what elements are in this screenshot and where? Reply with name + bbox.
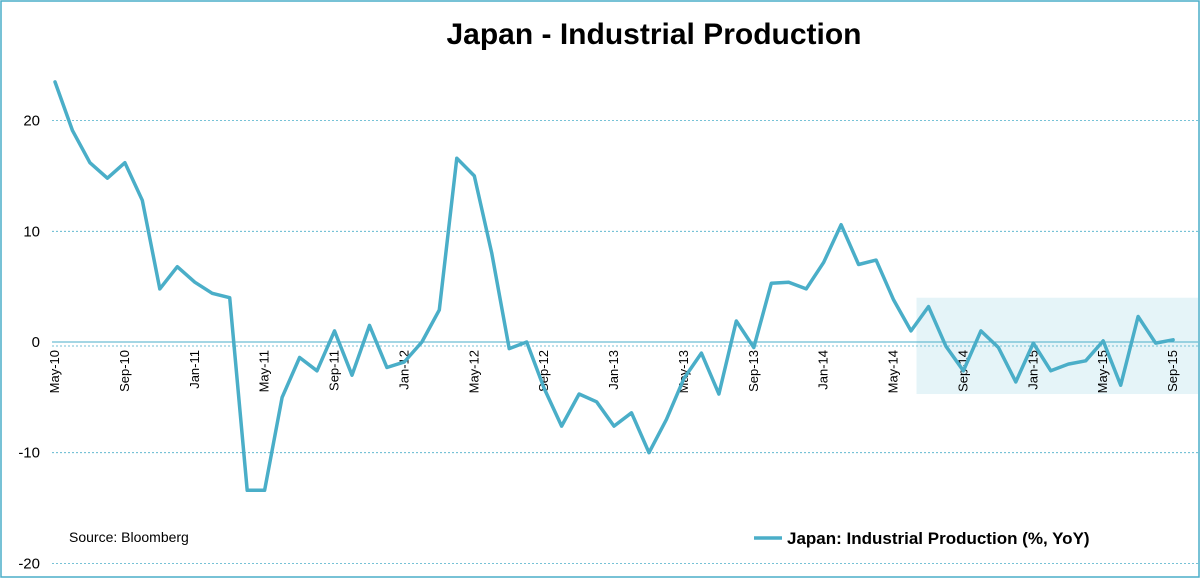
x-tick-label: Jan-13 (606, 350, 621, 390)
x-tick-label: Jan-11 (187, 350, 202, 389)
legend: Japan: Industrial Production (%, YoY) (754, 529, 1090, 548)
y-axis-ticks: 20 10 0 -10 -20 (18, 113, 40, 573)
x-tick-label: May-14 (886, 350, 901, 393)
chart-title: Japan - Industrial Production (446, 18, 861, 51)
x-axis-ticks: May-10 Sep-10 Jan-11 May-11 Sep-11 Jan-12 May-… (47, 350, 1180, 393)
legend-label: Japan: Industrial Production (%, YoY) (787, 529, 1090, 548)
y-tick-label: -10 (18, 445, 40, 462)
y-tick-label: 10 (23, 223, 40, 240)
x-tick-label: May-13 (676, 350, 691, 393)
source-note: Source: Bloomberg (69, 529, 189, 545)
grid-lines (52, 120, 1198, 564)
x-tick-label: Jan-15 (1025, 350, 1040, 390)
x-tick-label: Jan-14 (816, 350, 831, 390)
x-tick-label: May-12 (466, 350, 481, 393)
x-tick-label: May-10 (47, 350, 62, 393)
plot-area: 20 10 0 -10 -20 May-10 Sep-10 Jan-11 May-11 Sep-… (18, 80, 1198, 573)
x-tick-label: May-15 (1095, 350, 1110, 393)
x-tick-label: Sep-11 (327, 350, 342, 391)
y-tick-label: 20 (23, 113, 40, 130)
y-tick-label: 0 (32, 334, 40, 351)
x-tick-label: May-11 (257, 350, 272, 392)
series-line-industrial-production (53, 80, 1175, 493)
x-tick-label: Sep-15 (1165, 350, 1180, 392)
y-tick-label: -20 (18, 555, 40, 572)
x-tick-label: Sep-10 (117, 350, 132, 392)
x-tick-label: Sep-13 (746, 350, 761, 392)
